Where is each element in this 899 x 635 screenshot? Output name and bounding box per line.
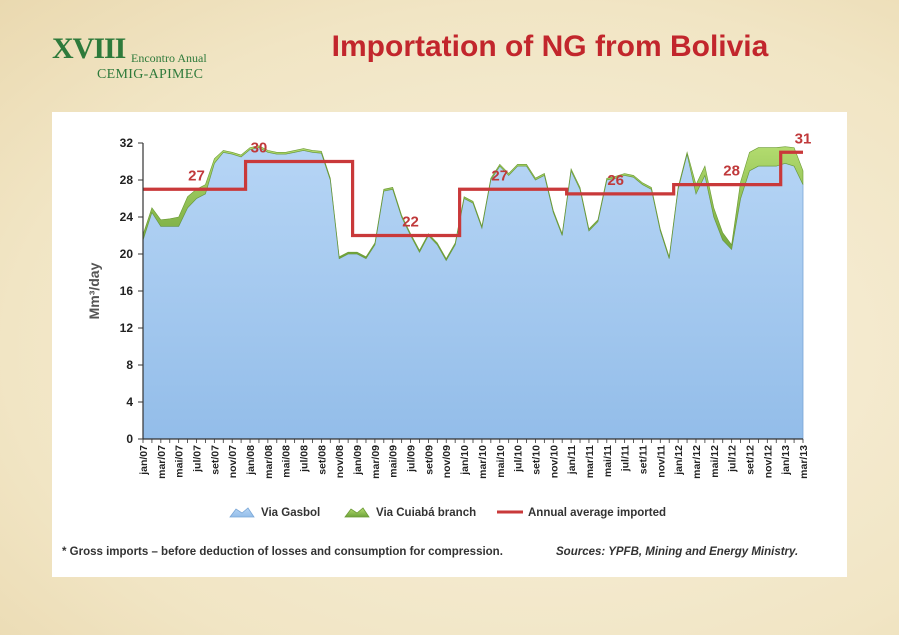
series-annual-average-line <box>143 150 803 238</box>
x-tick-label: mai/10 <box>495 445 507 478</box>
y-tick-label: 4 <box>126 395 133 409</box>
x-tick-label: jul/10 <box>513 445 525 473</box>
x-tick-label: jul/08 <box>299 445 311 473</box>
x-tick-label: jul/11 <box>620 445 632 472</box>
x-tick-label: mar/08 <box>263 445 275 479</box>
series-gasbol-area <box>142 147 804 440</box>
x-tick-label: set/07 <box>209 445 221 475</box>
slide-title: Importation of NG from Bolivia <box>331 30 769 63</box>
y-axis-label: Mm³/day <box>86 262 102 319</box>
annual-average-label: 26 <box>607 172 624 189</box>
x-tick-label: jan/12 <box>673 445 685 476</box>
legend-label: Via Gasbol <box>261 507 320 519</box>
y-tick-label: 8 <box>126 358 133 372</box>
logo-event: Encontro Anual <box>131 51 207 65</box>
x-tick-label: jan/11 <box>566 445 578 475</box>
x-tick-label: set/08 <box>316 445 328 475</box>
annual-average-label: 27 <box>188 167 205 184</box>
x-tick-label: jan/09 <box>352 445 364 476</box>
annual-average-label: 30 <box>251 140 268 157</box>
x-tick-label: mar/07 <box>156 445 168 479</box>
y-tick-label: 16 <box>120 284 134 298</box>
x-tick-label: mai/07 <box>174 445 186 478</box>
y-tick-label: 0 <box>126 432 133 446</box>
legend-swatch <box>344 507 370 518</box>
legend-swatch <box>229 507 255 518</box>
x-tick-label: jul/07 <box>192 445 204 473</box>
y-tick-label: 32 <box>120 136 134 150</box>
x-tick-label: nov/11 <box>655 445 667 478</box>
x-tick-label: jul/09 <box>406 445 418 473</box>
x-tick-label: jul/12 <box>727 445 739 473</box>
x-tick-label: jan/10 <box>459 445 471 476</box>
logo-org: CEMIG-APIMEC <box>97 67 204 82</box>
x-tick-label: mai/12 <box>709 445 721 478</box>
annual-average-label: 28 <box>723 163 740 180</box>
x-tick-label: mar/13 <box>798 445 810 479</box>
x-tick-label: mai/11 <box>602 445 614 477</box>
x-tick-label: set/09 <box>423 445 435 475</box>
annual-average-label: 31 <box>795 130 812 147</box>
x-tick-label: nov/10 <box>548 445 560 478</box>
x-tick-label: jan/07 <box>138 445 150 476</box>
series-cuiaba-area <box>142 145 804 262</box>
logo-roman: XVIII <box>52 32 126 65</box>
x-tick-label: set/11 <box>637 445 649 474</box>
x-tick-label: jan/13 <box>780 445 792 476</box>
x-tick-label: mar/09 <box>370 445 382 479</box>
annual-average-label: 22 <box>402 214 419 231</box>
x-tick-label: nov/09 <box>441 445 453 478</box>
annual-average-label: 27 <box>491 167 508 184</box>
x-tick-label: mai/09 <box>388 445 400 478</box>
x-tick-label: nov/07 <box>227 445 239 478</box>
x-tick-label: set/12 <box>744 445 756 475</box>
x-tick-label: mar/12 <box>691 445 703 479</box>
x-tick-label: mar/10 <box>477 445 489 479</box>
footnote: * Gross imports – before deduction of lo… <box>62 546 503 558</box>
x-tick-label: nov/08 <box>334 445 346 478</box>
x-tick-label: set/10 <box>530 445 542 475</box>
x-tick-label: mar/11 <box>584 445 596 478</box>
legend-label: Via Cuiabá branch <box>376 507 476 519</box>
x-tick-label: mai/08 <box>281 445 293 478</box>
x-tick-label: jan/08 <box>245 445 257 476</box>
legend-label: Annual average imported <box>528 507 666 519</box>
y-tick-label: 28 <box>120 173 134 187</box>
y-tick-label: 12 <box>120 321 134 335</box>
source-note: Sources: YPFB, Mining and Energy Ministr… <box>556 546 799 558</box>
y-tick-label: 20 <box>120 247 134 261</box>
y-tick-label: 24 <box>120 210 134 224</box>
x-tick-label: nov/12 <box>762 445 774 478</box>
